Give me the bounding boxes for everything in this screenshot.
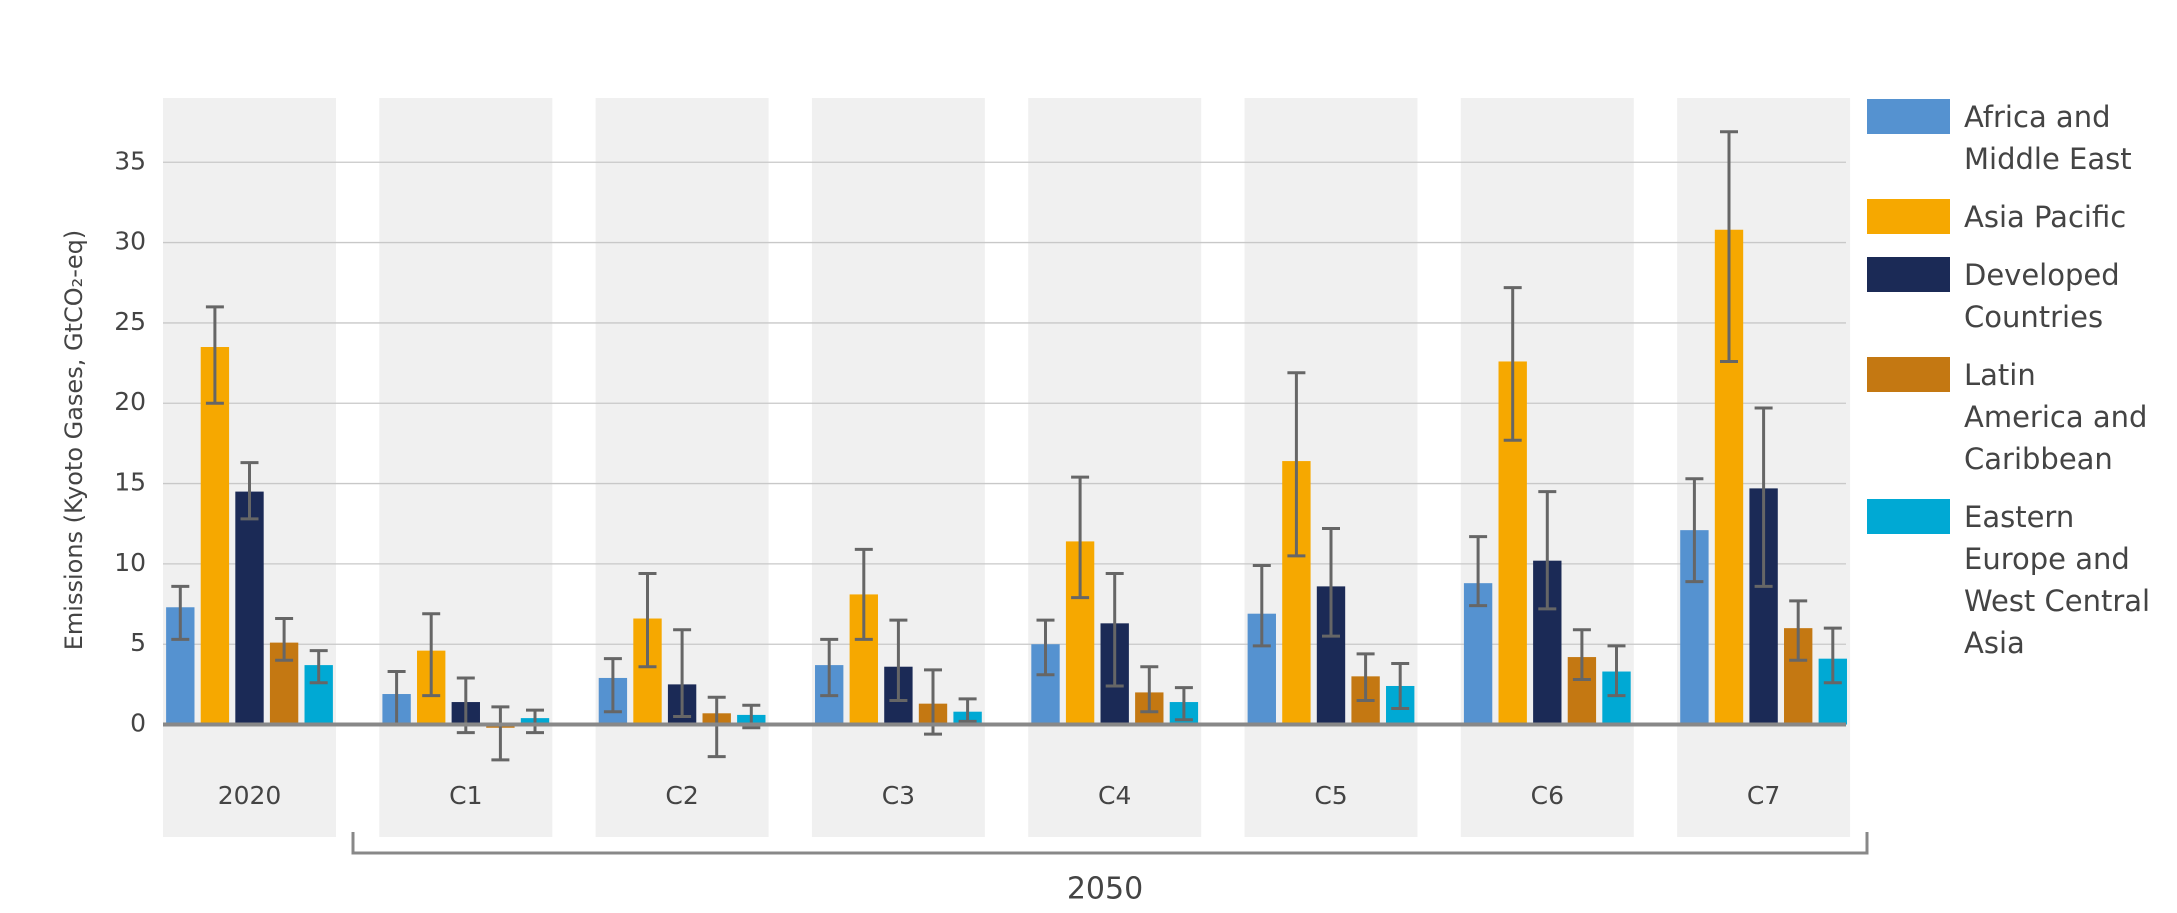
marks xyxy=(166,130,1847,762)
bar xyxy=(200,347,230,725)
legend-swatch xyxy=(1867,357,1950,392)
x-tick-label: C4 xyxy=(1098,781,1131,810)
legend-swatch xyxy=(1867,257,1950,292)
y-tick-label: 10 xyxy=(114,548,146,577)
x-tick-label: C5 xyxy=(1314,781,1347,810)
x-tick-label: C6 xyxy=(1531,781,1564,810)
y-axis-label: Emissions (Kyoto Gases, GtCO₂-eq) xyxy=(60,230,88,651)
legend-entry: Developed Countries xyxy=(1867,254,2177,338)
legend-label: Asia Pacific xyxy=(1964,200,2127,234)
y-tick-label: 15 xyxy=(114,468,146,497)
y-tick-label: 25 xyxy=(114,307,146,336)
grid xyxy=(163,161,1846,726)
y-tick-label: 5 xyxy=(130,628,146,657)
y-tick-label: 20 xyxy=(114,387,146,416)
bracket xyxy=(351,832,1869,855)
legend-swatch xyxy=(1867,199,1950,234)
x-tick-label: 2020 xyxy=(218,781,282,810)
y-tick-label: 30 xyxy=(114,227,146,256)
legend-entry: Africa and Middle East xyxy=(1867,96,2177,180)
bar xyxy=(235,491,264,725)
legend-label: Developed Countries xyxy=(1964,258,2120,334)
legend-entry: Latin America and Caribbean xyxy=(1867,354,2177,480)
legend-label: Africa and Middle East xyxy=(1964,100,2132,176)
legend-label: Latin America and Caribbean xyxy=(1964,358,2148,476)
x-tick-label: C3 xyxy=(882,781,915,810)
x-tick-label: C2 xyxy=(665,781,698,810)
y-tick-label: 0 xyxy=(130,709,146,738)
x-tick-label: C7 xyxy=(1747,781,1780,810)
legend-entry: Asia Pacific xyxy=(1867,196,2177,238)
legend-entry: Eastern Europe and West Central Asia xyxy=(1867,496,2177,664)
legend-label: Eastern Europe and West Central Asia xyxy=(1964,500,2151,660)
group-label: 2050 xyxy=(1067,872,1143,907)
legend-swatch xyxy=(1867,99,1950,134)
y-tick-label: 35 xyxy=(114,146,146,175)
legend-swatch xyxy=(1867,499,1950,534)
legend: Africa and Middle East Asia Pacific Develo… xyxy=(1867,96,2177,664)
x-tick-label: C1 xyxy=(449,781,482,810)
